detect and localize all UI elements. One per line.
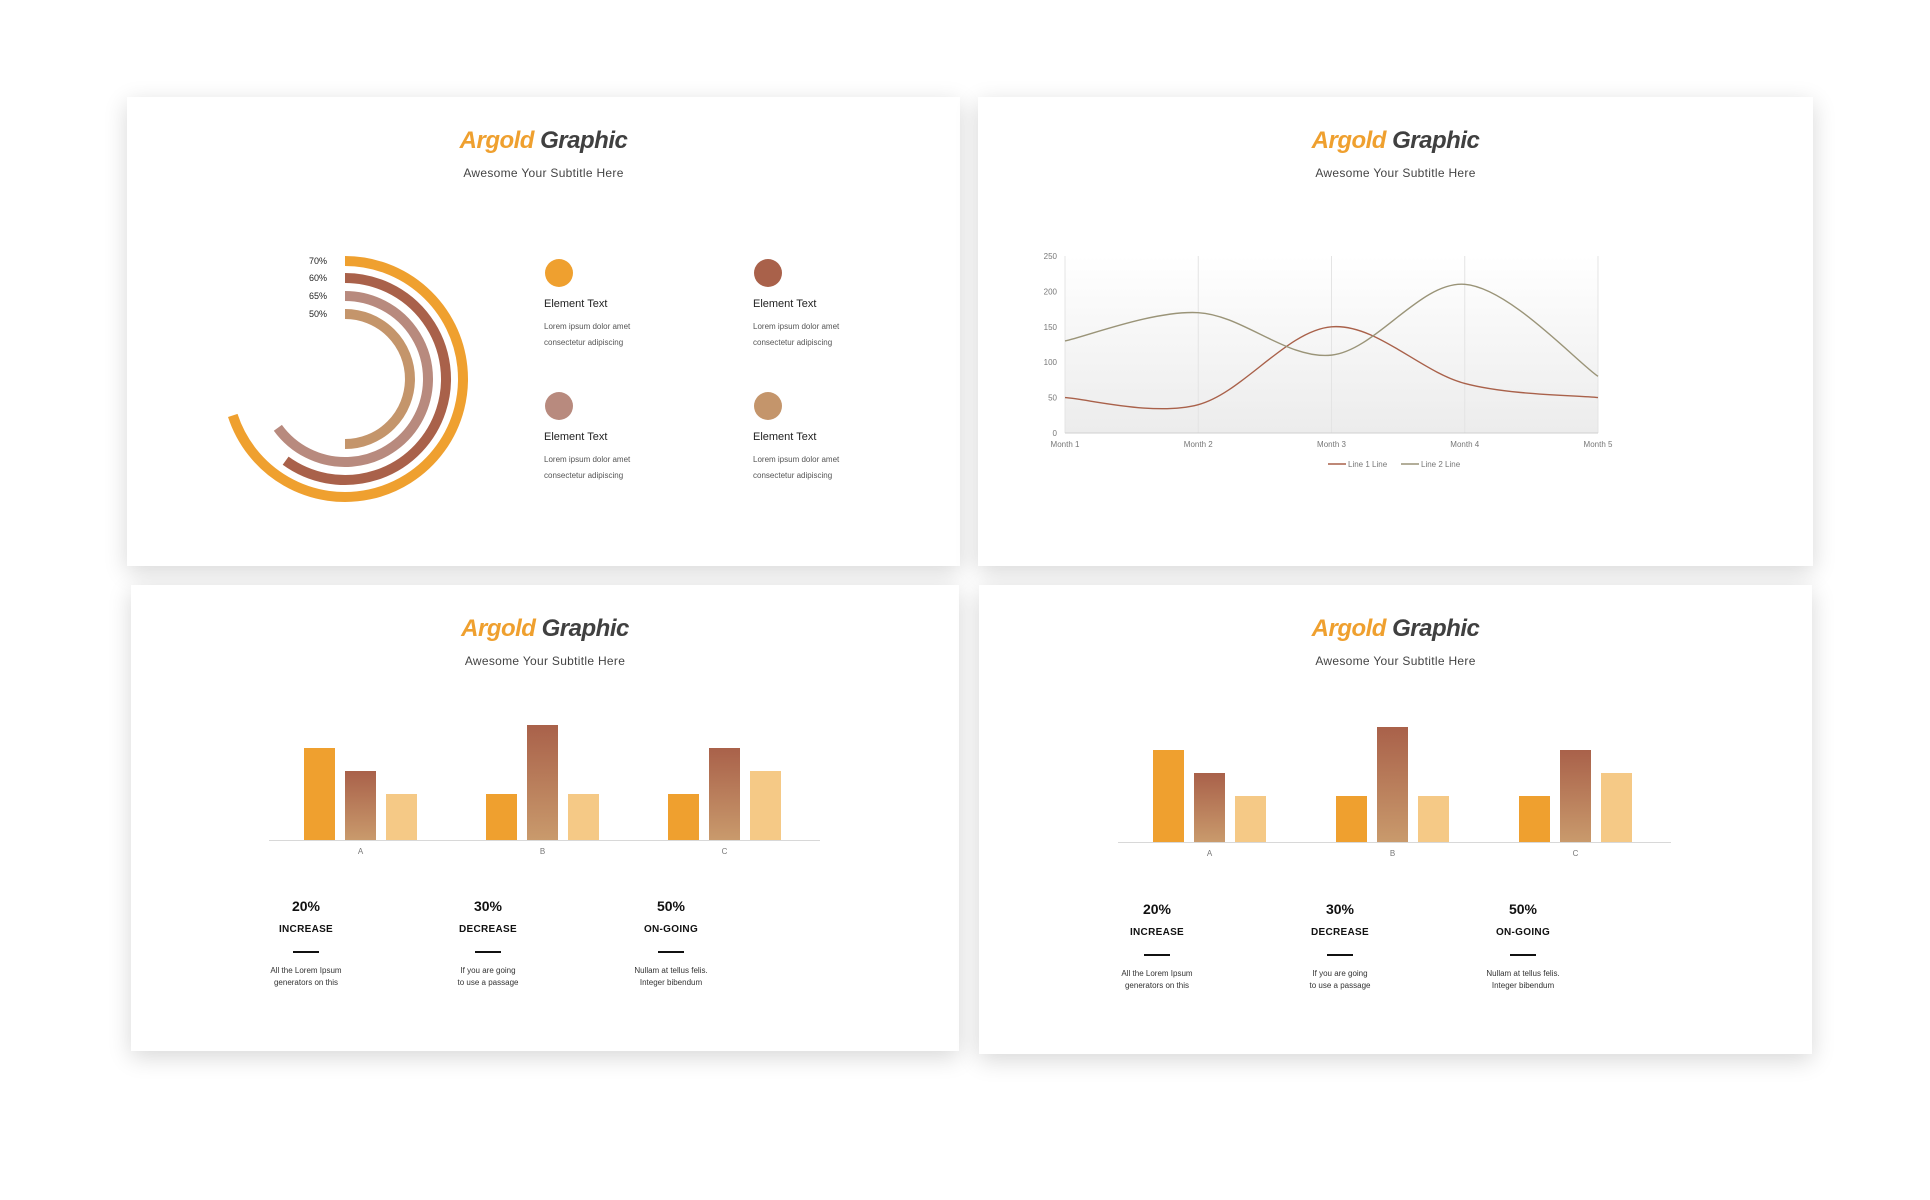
bar-A-1 xyxy=(304,748,335,840)
radial-ring-2 xyxy=(282,273,451,485)
radial-ring-4 xyxy=(344,309,415,449)
x-tick-label: Month 2 xyxy=(1184,440,1213,449)
bar-B-3 xyxy=(568,794,599,840)
subtitle: Awesome Your Subtitle Here xyxy=(464,654,626,668)
element-title-1: Element Text xyxy=(544,298,608,310)
element-body-1: Lorem ipsum dolor amet consectetur adipis… xyxy=(544,322,631,347)
element-body-2: Lorem ipsum dolor amet consectetur adipis… xyxy=(753,322,840,347)
x-tick-label: A xyxy=(1207,849,1213,858)
bar-A-3 xyxy=(386,794,417,840)
element-body-3: Lorem ipsum dolor amet consectetur adipis… xyxy=(544,455,631,480)
bar-B-2 xyxy=(1377,727,1408,842)
bar-C-1 xyxy=(1519,796,1550,842)
bar-C-3 xyxy=(1601,773,1632,842)
y-tick-label: 100 xyxy=(1044,358,1058,367)
x-tick-label: B xyxy=(1390,849,1395,858)
slide-radial: Argold Graphic Awesome Your Subtitle Her… xyxy=(127,97,960,566)
element-body-4: Lorem ipsum dolor amet consectetur adipis… xyxy=(753,455,840,480)
slide-bar-1: Argold Graphic Awesome Your Subtitle Her… xyxy=(131,585,959,1051)
element-dot-3 xyxy=(545,392,573,420)
bar-C-2 xyxy=(709,748,740,840)
brand-title: Argold Graphic xyxy=(459,127,628,154)
x-tick-label: Month 3 xyxy=(1317,440,1346,449)
stat-ongoing: 50% ON-GOING Nullam at tellus felis. Integ… xyxy=(634,898,708,987)
y-tick-label: 50 xyxy=(1048,394,1057,403)
slide-line: Argold Graphic Awesome Your Subtitle Her… xyxy=(978,97,1813,566)
subtitle: Awesome Your Subtitle Here xyxy=(1315,654,1476,668)
x-tick-label: Month 4 xyxy=(1450,440,1479,449)
series-line-1 xyxy=(1064,326,1599,410)
stat-ongoing: 50% ON-GOING Nullam at tellus felis. Integ… xyxy=(1486,901,1560,990)
radial-label-3: 65% xyxy=(309,291,327,301)
element-dot-1 xyxy=(545,259,573,287)
bar-C-3 xyxy=(750,771,781,840)
subtitle: Awesome Your Subtitle Here xyxy=(1315,166,1476,180)
x-tick-label: Month 5 xyxy=(1584,440,1613,449)
y-tick-label: 150 xyxy=(1044,323,1058,332)
y-tick-label: 0 xyxy=(1053,429,1058,438)
brand-title: Argold Graphic xyxy=(461,615,629,642)
y-tick-label: 200 xyxy=(1044,287,1058,296)
radial-label-2: 60% xyxy=(309,273,327,283)
stat-increase: 20% INCREASE All the Lorem Ipsum generator… xyxy=(270,898,342,987)
x-tick-label: Month 1 xyxy=(1051,440,1080,449)
radial-chart: 70% 60% 65% 50% xyxy=(228,256,468,502)
stat-decrease: 30% DECREASE If you are going to use a pas… xyxy=(1309,901,1371,990)
element-dot-2 xyxy=(754,259,782,287)
bar-B-2 xyxy=(527,725,558,840)
bar-C-1 xyxy=(668,794,699,840)
bar-A-1 xyxy=(1153,750,1184,842)
bar-B-3 xyxy=(1418,796,1449,842)
bar-A-2 xyxy=(345,771,376,840)
element-title-2: Element Text xyxy=(753,298,817,310)
series-line-2 xyxy=(1064,283,1599,377)
brand-title: Argold Graphic xyxy=(1311,615,1480,642)
radial-label-1: 70% xyxy=(309,256,327,266)
stat-increase: 20% INCREASE All the Lorem Ipsum generator… xyxy=(1121,901,1193,990)
legend-label-2: Line 2 Line xyxy=(1421,460,1461,469)
x-tick-label: B xyxy=(540,847,545,856)
radial-ring-3 xyxy=(273,291,433,467)
brand-title: Argold Graphic xyxy=(1311,127,1480,154)
x-tick-label: C xyxy=(722,847,728,856)
element-title-3: Element Text xyxy=(544,431,608,443)
element-dot-4 xyxy=(754,392,782,420)
subtitle: Awesome Your Subtitle Here xyxy=(463,166,624,180)
y-tick-label: 250 xyxy=(1044,252,1058,261)
bar-A-3 xyxy=(1235,796,1266,842)
x-tick-label: A xyxy=(358,847,364,856)
bar-B-1 xyxy=(1336,796,1367,842)
x-tick-label: C xyxy=(1573,849,1579,858)
element-title-4: Element Text xyxy=(753,431,817,443)
radial-ring-1 xyxy=(228,256,468,502)
bar-C-2 xyxy=(1560,750,1591,842)
stat-decrease: 30% DECREASE If you are going to use a pas… xyxy=(457,898,519,987)
bar-chart-2: A B C xyxy=(1118,727,1671,858)
bar-B-1 xyxy=(486,794,517,840)
bar-chart-1: A B C xyxy=(269,725,820,856)
bar-A-2 xyxy=(1194,773,1225,842)
line-chart: Month 1 Month 2 Month 3 Month 4 Month 5 0 50 10… xyxy=(1044,252,1613,469)
slide-bar-2: Argold Graphic Awesome Your Subtitle Her… xyxy=(979,585,1812,1054)
legend-label-1: Line 1 Line xyxy=(1348,460,1388,469)
radial-label-4: 50% xyxy=(309,309,327,319)
